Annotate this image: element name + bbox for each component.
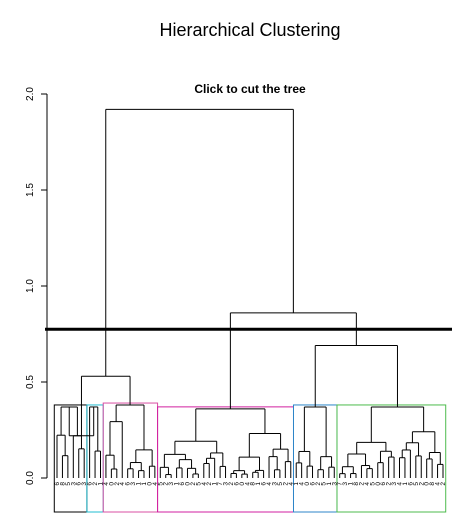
leaf-label: 3 (223, 482, 230, 486)
leaf-label: 4 (435, 482, 442, 486)
leaf-label: 0 (184, 482, 191, 486)
leaf-label: 3 (331, 482, 338, 486)
leaf-label: 1 (212, 482, 219, 486)
leaf-label: 6 (54, 482, 61, 486)
leaf-label: 6 (310, 482, 317, 486)
cluster-6-box[interactable] (336, 404, 447, 513)
leaf-label: 2 (206, 482, 213, 486)
leaf-label: 3 (168, 482, 175, 486)
leaf-label: 0 (239, 482, 246, 486)
y-tick-label: 1.5 (25, 183, 36, 197)
leaf-label: 4 (152, 482, 159, 486)
leaf-label: 2 (282, 482, 289, 486)
chart-subtitle: Click to cut the tree (194, 82, 306, 96)
leaf-label: 7 (217, 482, 224, 486)
leaf-label: 5 (369, 482, 376, 486)
leaf-label: 1 (136, 482, 143, 486)
leaf-label: 2 (386, 482, 393, 486)
leaf-label: 0 (146, 482, 153, 486)
cluster-5-box[interactable] (292, 404, 338, 513)
leaf-label: 2 (418, 482, 425, 486)
leaf-label: 3 (271, 482, 278, 486)
leaf-label: 1 (293, 482, 300, 486)
leaf-label: 6 (179, 482, 186, 486)
leaf-label: 5 (320, 482, 327, 486)
leaf-label: 6 (407, 482, 414, 486)
leaf-label: 2 (92, 482, 99, 486)
leaf-label: 2 (440, 482, 447, 486)
y-tick-label: 0.0 (25, 471, 36, 485)
cluster-3-box[interactable] (102, 402, 159, 513)
leaf-label: 1 (141, 482, 148, 486)
chart-title: Hierarchical Clustering (159, 20, 340, 40)
y-axis: 0.0 0.5 1.0 1.5 2.0 (25, 87, 48, 485)
leaf-label: 4 (364, 482, 371, 486)
leaf-label: 0 (424, 482, 431, 486)
leaf-label: 6 (233, 482, 240, 486)
leaf-label: 3 (342, 482, 349, 486)
leaf-label: 5 (277, 482, 284, 486)
leaf-label: 4 (103, 482, 110, 486)
y-tick-label: 2.0 (25, 87, 36, 101)
leaf-label: 4 (119, 482, 126, 486)
leaf-label: 8 (250, 482, 257, 486)
leaf-label: 3 (81, 482, 88, 486)
leaf-label: 2 (114, 482, 121, 486)
leaf-label: 6 (76, 482, 83, 486)
leaf-label: 2 (163, 482, 170, 486)
leaf-labels: 6853636214024631104523160254217326048164… (54, 482, 447, 486)
leaf-label: 5 (195, 482, 202, 486)
leaf-label: 6 (380, 482, 387, 486)
leaf-label: 3 (130, 482, 137, 486)
y-tick-label: 1.0 (25, 279, 36, 293)
leaf-label: 3 (391, 482, 398, 486)
leaf-label: 0 (304, 482, 311, 486)
leaf-label: 1 (348, 482, 355, 486)
leaf-label: 2 (315, 482, 322, 486)
leaf-label: 7 (337, 482, 344, 486)
leaf-label: 1 (255, 482, 262, 486)
leaf-label: 8 (353, 482, 360, 486)
leaf-label: 2 (358, 482, 365, 486)
leaf-label: 6 (87, 482, 94, 486)
leaf-label: 8 (59, 482, 66, 486)
leaf-label: 3 (70, 482, 77, 486)
leaf-label: 4 (244, 482, 251, 486)
leaf-label: 5 (157, 482, 164, 486)
leaf-label: 6 (125, 482, 132, 486)
cluster-1-box[interactable] (53, 404, 88, 513)
cluster-boxes (53, 402, 447, 513)
leaf-label: 4 (299, 482, 306, 486)
leaf-label: 1 (326, 482, 333, 486)
leaf-label: 6 (261, 482, 268, 486)
leaf-label: 2 (190, 482, 197, 486)
leaf-label: 8 (429, 482, 436, 486)
dendrogram-branches (56, 108, 444, 478)
leaf-label: 4 (397, 482, 404, 486)
leaf-label: 2 (228, 482, 235, 486)
y-tick-label: 0.5 (25, 375, 36, 389)
leaf-label: 4 (266, 482, 273, 486)
leaf-label: 0 (108, 482, 115, 486)
cluster-4-box[interactable] (157, 406, 294, 513)
leaf-label: 1 (402, 482, 409, 486)
leaf-label: 5 (413, 482, 420, 486)
leaf-label: 4 (288, 482, 295, 486)
leaf-label: 4 (201, 482, 208, 486)
leaf-label: 1 (97, 482, 104, 486)
leaf-label: 0 (375, 482, 382, 486)
leaf-label: 5 (65, 482, 72, 486)
leaf-label: 1 (174, 482, 181, 486)
